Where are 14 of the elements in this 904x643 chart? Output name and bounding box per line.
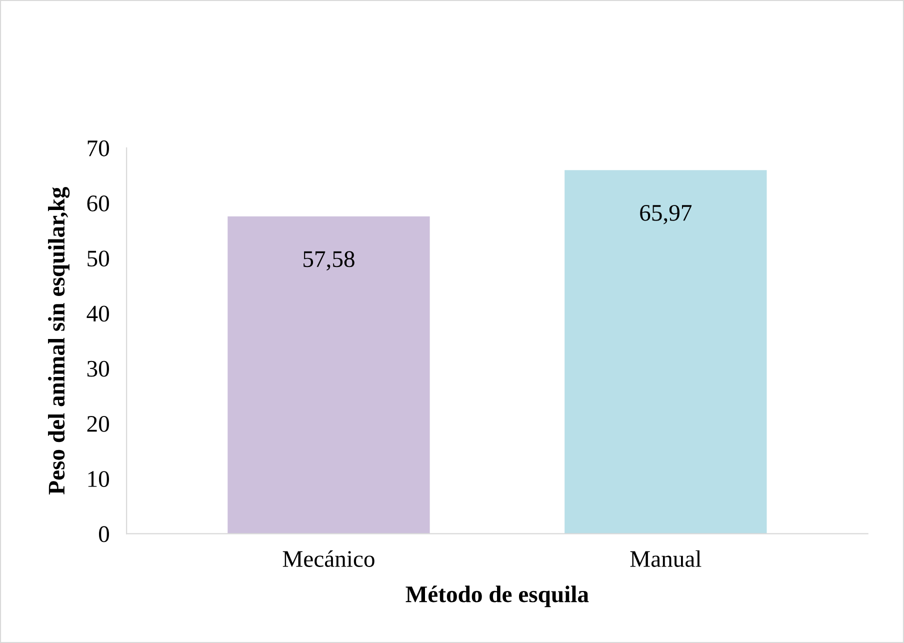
y-axis-title: Peso del animal sin esquilar,kg [48,186,70,494]
y-tick-label: 0 [98,526,109,542]
x-tick-label: Manual [630,550,702,567]
y-tick-label: 70 [88,140,109,156]
y-tick-label: 60 [87,195,109,212]
y-tick-label: 20 [87,416,109,432]
y-tick-label: 40 [86,306,109,322]
data-label: 65,97 [640,204,692,224]
y-tick-label: 50 [88,250,109,267]
x-tick-label: Mecánico [282,550,374,567]
y-tick-label: 10 [88,471,109,487]
y-tick-label: 30 [87,360,109,377]
x-axis-title: Método de esquila [406,586,589,608]
data-label: 57,58 [304,251,354,270]
